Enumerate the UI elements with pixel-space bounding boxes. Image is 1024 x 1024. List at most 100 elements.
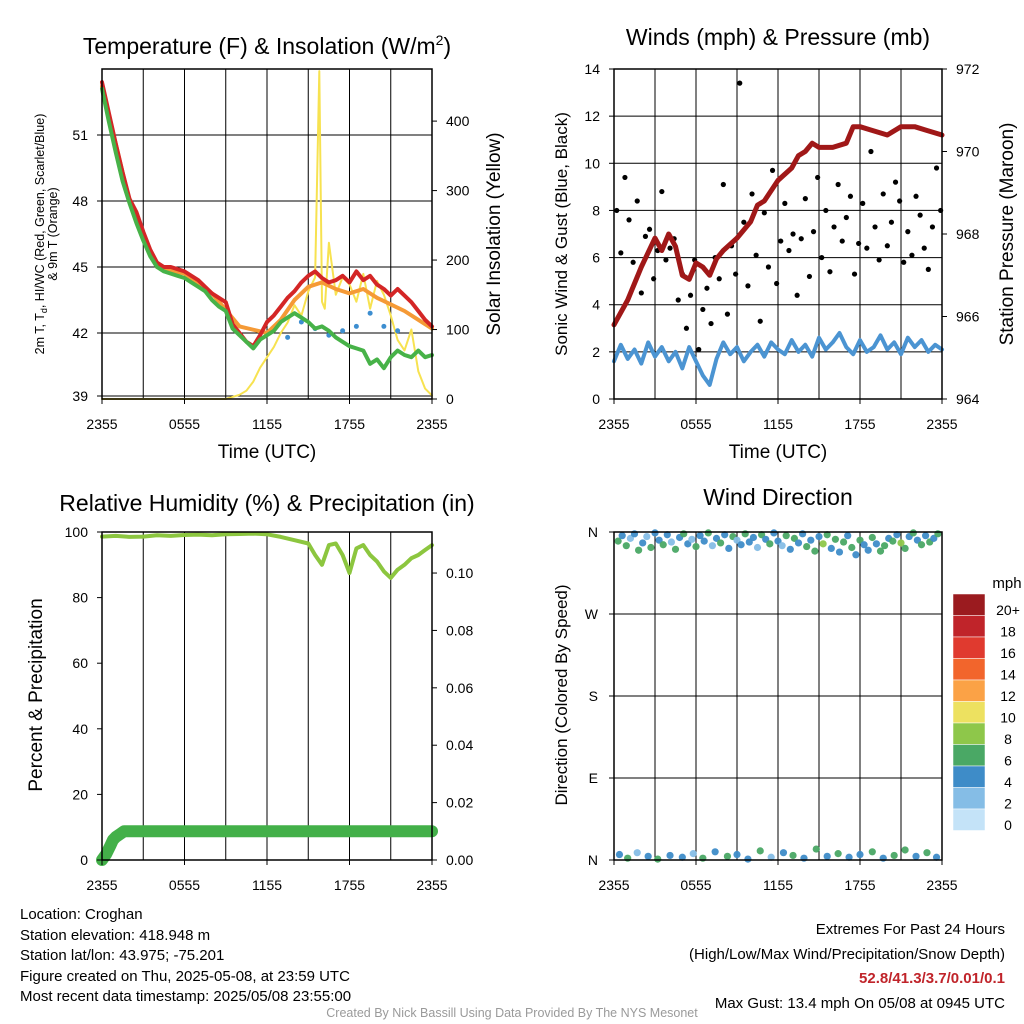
temperature-y-left-label: 2m T, Td, HI/WC (Red, Green, Scarlet/Blu… (33, 114, 60, 355)
wind-direction-point (711, 848, 719, 856)
wind-direction-point (651, 529, 659, 537)
y-tick-label: 6 (592, 250, 600, 266)
gust-point (880, 191, 886, 197)
solar-insolation-line (101, 70, 433, 400)
gust-point (901, 259, 907, 265)
y-tick-label: 100 (65, 524, 89, 540)
y-tick-label: 39 (72, 388, 88, 404)
temperature-x-label: Time (UTC) (218, 442, 317, 463)
y-tick-label: 20 (72, 786, 88, 802)
speed-legend-swatch (952, 593, 986, 616)
x-tick-label: 1155 (252, 416, 282, 432)
credit-line: Created By Nick Bassill Using Data Provi… (326, 1006, 698, 1020)
gust-point (614, 207, 620, 214)
gust-point (741, 219, 747, 225)
speed-legend-label: 8 (1004, 731, 1012, 747)
y-tick-label: 8 (592, 202, 600, 218)
wind-direction-point (622, 542, 630, 550)
wind-direction-point (678, 853, 686, 861)
max-gust: Max Gust: 13.4 mph On 05/08 at 0945 UTC (714, 994, 1005, 1012)
gust-point (638, 290, 644, 296)
temperature-panel-title: Temperature (F) & Insolation (W/m2) (83, 32, 451, 59)
gust-point (913, 193, 919, 199)
gust-point (663, 257, 669, 263)
y-tick-label: S (589, 688, 598, 704)
station-elevation: Station elevation: 418.948 m (20, 926, 211, 944)
gust-point (839, 238, 845, 244)
gust-point (929, 224, 936, 230)
wind-direction-point (844, 532, 852, 540)
gust-point (827, 269, 833, 275)
x-tick-label: 2355 (86, 877, 117, 893)
wind-direction-point (667, 538, 676, 546)
wind-direction-point (827, 544, 835, 553)
extremes-legend: (High/Low/Max Wind/Precipitation/Snow De… (689, 945, 1005, 963)
hi-wc-point (285, 334, 291, 340)
gust-point (753, 252, 759, 258)
x-tick-label: 2355 (598, 877, 629, 893)
gust-point (851, 271, 858, 277)
wind-direction-point (872, 540, 881, 548)
wind-direction-point (909, 529, 917, 537)
wind-direction-point (671, 545, 680, 553)
wind-direction-point (778, 542, 786, 550)
winds-x-label: Time (UTC) (729, 442, 828, 463)
wind-direction-point (744, 855, 752, 863)
x-tick-label: 1155 (763, 877, 793, 893)
y2-tick-label: 100 (446, 322, 470, 338)
hi-wc-point (367, 310, 373, 316)
wind-direction-point (654, 855, 662, 863)
y-tick-label: 45 (72, 259, 88, 275)
humidity-y-left-label: Percent & Precipitation (26, 598, 47, 791)
wind-direction-point (733, 850, 741, 859)
y2-tick-label: 0.04 (446, 737, 473, 753)
wind-direction-point (659, 541, 667, 549)
wind-direction-point (823, 531, 831, 539)
y2-tick-label: 400 (446, 113, 470, 129)
plot-layer: 2355 0555 1155 1755 235539424548510100200300… (65, 61, 1020, 893)
station-latlon: Station lat/lon: 43.975; -75.201 (20, 947, 225, 964)
wind-direction-point (666, 851, 674, 860)
gust-point (745, 283, 751, 289)
x-tick-label: 0555 (680, 877, 711, 893)
gust-point (778, 238, 784, 244)
wind-direction-point (635, 546, 643, 554)
speed-legend-swatch (952, 808, 986, 831)
x-tick-label: 0555 (169, 877, 200, 893)
wind-direction-point (819, 540, 827, 548)
gust-point (909, 252, 915, 258)
gust-point (856, 240, 862, 247)
y-tick-label: 48 (72, 193, 88, 209)
speed-legend-label: 20+ (996, 602, 1020, 618)
y-tick-label: 4 (592, 297, 600, 313)
precipitation-line (96, 825, 438, 866)
gust-point (667, 245, 673, 251)
wind-direction-point (704, 529, 712, 537)
wind-direction-point (834, 850, 842, 858)
figure-created: Figure created on Thu, 2025-05-08, at 23… (20, 967, 350, 985)
gust-point (634, 198, 640, 204)
x-tick-label: 1155 (252, 877, 282, 893)
wind-direction-point (721, 531, 729, 539)
gust-point (765, 264, 772, 270)
gust-point (774, 280, 780, 287)
speed-legend-label: 10 (1000, 709, 1016, 725)
speed-legend-title: mph (992, 575, 1021, 592)
wind-direction-point (753, 543, 762, 552)
y-tick-label: N (588, 524, 598, 540)
y2-tick-label: 300 (446, 183, 470, 199)
wind-direction-point (770, 529, 778, 537)
extremes-values: 52.8/41.3/3.7/0.01/0.1 (859, 970, 1005, 987)
wind-direction-point (868, 533, 876, 542)
direction-y-left-label: Direction (Colored By Speed) (552, 584, 571, 805)
gust-point (704, 285, 710, 291)
wind-direction-point (717, 539, 725, 547)
x-tick-label: 1755 (334, 416, 365, 432)
speed-legend-swatch (952, 658, 986, 681)
y2-tick-label: 968 (956, 226, 980, 242)
x-tick-label: 2355 (926, 877, 957, 893)
gust-point (724, 311, 731, 317)
hi-wc-point (340, 328, 346, 334)
gust-point (642, 233, 649, 239)
station-info: Location: Croghan Station elevation: 418… (20, 905, 351, 1008)
